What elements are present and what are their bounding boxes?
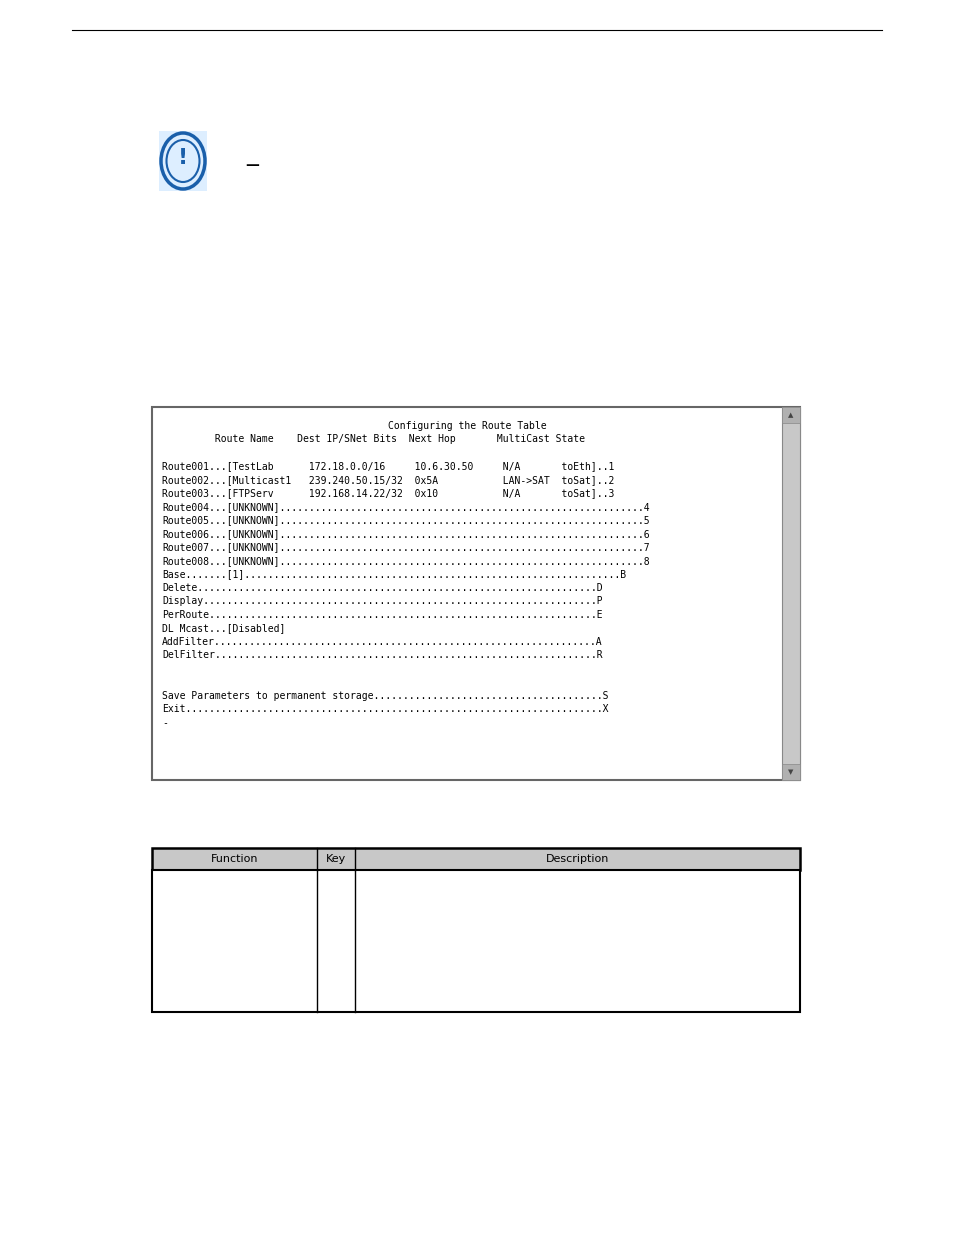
Text: Route006...[UNKNOWN]............................................................: Route006...[UNKNOWN]....................… — [162, 529, 649, 538]
FancyBboxPatch shape — [781, 408, 800, 781]
Text: Save Parameters to permanent storage.......................................S: Save Parameters to permanent storage....… — [162, 692, 608, 701]
Text: Route007...[UNKNOWN]............................................................: Route007...[UNKNOWN]....................… — [162, 542, 649, 552]
Text: PerRoute..................................................................E: PerRoute................................… — [162, 610, 602, 620]
FancyBboxPatch shape — [152, 408, 800, 781]
Text: Delete....................................................................D: Delete..................................… — [162, 583, 602, 593]
Text: DL Mcast...[Disabled]: DL Mcast...[Disabled] — [162, 624, 285, 634]
Text: Exit.......................................................................X: Exit....................................… — [162, 704, 608, 715]
Text: Description: Description — [545, 853, 608, 864]
FancyBboxPatch shape — [159, 131, 207, 191]
FancyBboxPatch shape — [781, 764, 800, 781]
FancyBboxPatch shape — [152, 869, 800, 1011]
Text: -: - — [162, 718, 168, 727]
Text: Route003...[FTPServ      192.168.14.22/32  0x10           N/A       toSat]..3: Route003...[FTPServ 192.168.14.22/32 0x1… — [162, 489, 614, 499]
Text: Route008...[UNKNOWN]............................................................: Route008...[UNKNOWN]....................… — [162, 556, 649, 566]
Text: DelFilter.................................................................R: DelFilter...............................… — [162, 651, 602, 661]
Text: Base.......[1]................................................................B: Base.......[1]..........................… — [162, 569, 625, 579]
Text: !: ! — [178, 148, 188, 168]
FancyBboxPatch shape — [781, 408, 800, 424]
Text: Route005...[UNKNOWN]............................................................: Route005...[UNKNOWN]....................… — [162, 515, 649, 526]
Text: AddFilter.................................................................A: AddFilter...............................… — [162, 637, 602, 647]
Text: ▲: ▲ — [787, 412, 793, 417]
Text: Route004...[UNKNOWN]............................................................: Route004...[UNKNOWN]....................… — [162, 501, 649, 513]
FancyBboxPatch shape — [152, 848, 800, 869]
Text: Function: Function — [211, 853, 258, 864]
Text: Route Name    Dest IP/SNet Bits  Next Hop       MultiCast State: Route Name Dest IP/SNet Bits Next Hop Mu… — [162, 435, 584, 445]
Text: ▼: ▼ — [787, 769, 793, 776]
Text: —: — — [245, 158, 258, 172]
Ellipse shape — [161, 133, 205, 189]
Text: Key: Key — [326, 853, 346, 864]
Text: Configuring the Route Table: Configuring the Route Table — [387, 421, 546, 431]
Text: Route001...[TestLab      172.18.0.0/16     10.6.30.50     N/A       toEth]..1: Route001...[TestLab 172.18.0.0/16 10.6.3… — [162, 462, 614, 472]
Text: Route002...[Multicast1   239.240.50.15/32  0x5A           LAN->SAT  toSat]..2: Route002...[Multicast1 239.240.50.15/32 … — [162, 475, 614, 485]
Text: Display...................................................................P: Display.................................… — [162, 597, 602, 606]
